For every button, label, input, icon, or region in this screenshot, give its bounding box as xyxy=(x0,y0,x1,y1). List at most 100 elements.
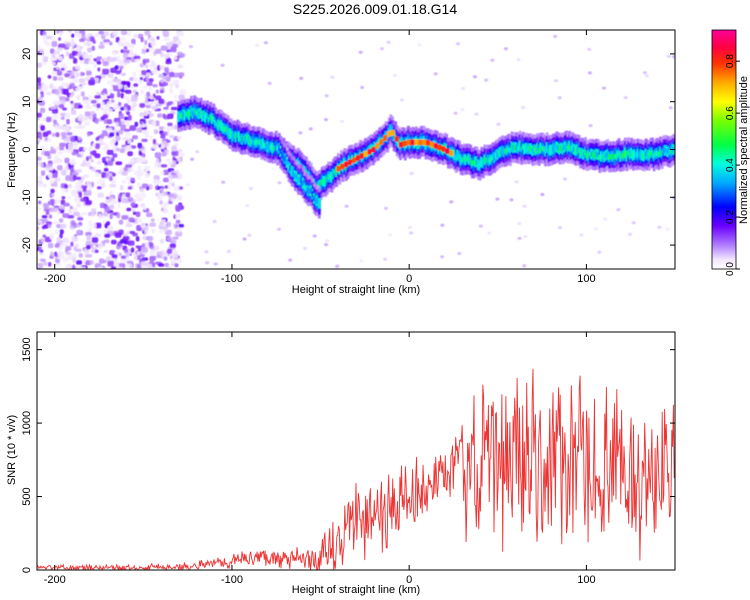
noise-cell xyxy=(140,222,146,228)
noise-cell xyxy=(123,84,128,91)
noise-cell xyxy=(150,63,157,69)
noise-cell xyxy=(137,80,143,84)
noise-cell xyxy=(126,98,131,104)
noise-cell xyxy=(83,146,87,151)
spectrogram-peak xyxy=(441,146,446,152)
spectrogram-peak xyxy=(383,135,388,141)
noise-cell xyxy=(177,64,183,69)
spectrogram-peak xyxy=(348,159,352,166)
noise-cell xyxy=(312,234,317,238)
noise-cell xyxy=(159,187,164,193)
noise-cell xyxy=(37,62,42,68)
noise-cell xyxy=(139,103,146,108)
noise-cell xyxy=(37,181,41,187)
noise-cell xyxy=(130,247,135,253)
noise-cell xyxy=(130,202,135,207)
noise-cell xyxy=(324,243,329,247)
spectrogram-cell xyxy=(649,150,653,156)
spectrogram-cell xyxy=(555,144,559,150)
spectrogram-cell xyxy=(458,153,461,159)
spectrogram-cell xyxy=(180,112,184,119)
noise-cell xyxy=(127,240,135,246)
noise-cell xyxy=(672,55,675,59)
noise-cell xyxy=(299,76,304,80)
noise-cell xyxy=(96,56,102,60)
noise-cell xyxy=(168,114,172,119)
spectrogram-cell xyxy=(561,146,565,152)
noise-cell xyxy=(131,38,136,45)
noise-cell xyxy=(171,160,176,166)
noise-cell xyxy=(124,121,130,127)
noise-cell xyxy=(60,132,67,137)
noise-cell xyxy=(87,60,95,65)
noise-cell xyxy=(185,183,190,187)
noise-cell xyxy=(127,139,132,144)
spectrogram-cell xyxy=(317,183,321,189)
noise-cell xyxy=(115,135,121,141)
spectrogram-cell xyxy=(201,113,205,119)
spectrogram-cell xyxy=(239,136,243,142)
noise-cell xyxy=(60,188,68,192)
noise-cell xyxy=(105,157,109,162)
noise-cell xyxy=(74,184,82,189)
noise-cell xyxy=(44,136,48,141)
spectrogram-cell xyxy=(569,145,573,152)
noise-cell xyxy=(220,63,225,67)
spectrogram-cell xyxy=(572,146,576,152)
spectrogram-cell xyxy=(655,150,659,156)
spectrogram-cell xyxy=(456,152,460,158)
noise-cell xyxy=(221,180,226,184)
noise-cell xyxy=(117,170,123,175)
snr-panel: -200 -100 0 100 0 500 1000 1500 Height of stra… xyxy=(6,331,676,596)
noise-cell xyxy=(40,258,46,262)
snr-x-tick-label: 0 xyxy=(406,574,412,586)
spectrogram-cell xyxy=(241,136,244,143)
noise-cell xyxy=(120,106,125,111)
spectrogram-cell xyxy=(260,141,264,148)
noise-cell xyxy=(105,103,110,108)
noise-cell xyxy=(557,96,562,100)
noise-cell xyxy=(171,239,177,244)
noise-cell xyxy=(120,49,125,54)
spectrogram-cell xyxy=(253,139,257,146)
noise-cell xyxy=(106,149,114,155)
noise-cell xyxy=(118,101,122,107)
noise-cell xyxy=(242,237,247,241)
spectrogram-cell xyxy=(289,165,292,171)
noise-cell xyxy=(115,122,119,128)
noise-cell xyxy=(178,223,184,228)
spectrogram-x-tick-label: -100 xyxy=(221,273,243,285)
spectrogram-cell xyxy=(316,198,320,204)
spectrogram-cell xyxy=(386,134,390,140)
noise-cell xyxy=(603,217,608,221)
noise-cell xyxy=(111,179,117,184)
noise-cell xyxy=(91,222,97,229)
spectrogram-cell xyxy=(472,160,476,166)
spectrogram-cell xyxy=(651,150,654,156)
spectrogram-cell xyxy=(207,116,211,123)
noise-cell xyxy=(146,212,153,218)
spectrogram-cell xyxy=(612,154,616,160)
snr-x-tick-label: 100 xyxy=(577,574,595,586)
snr-x-axis-label: Height of straight line (km) xyxy=(292,584,420,596)
colorbar-tick-label: 0.4 xyxy=(725,158,736,172)
noise-cell xyxy=(380,47,384,51)
noise-cell xyxy=(487,231,492,235)
noise-cell xyxy=(121,137,128,141)
spectrogram-y-tick-label: -10 xyxy=(21,189,33,205)
noise-cell xyxy=(588,124,593,128)
spectrogram-cell xyxy=(592,152,595,158)
spectrogram-cell xyxy=(493,155,496,161)
spectrogram-cell xyxy=(332,171,335,177)
spectrogram-cell xyxy=(523,146,527,152)
noise-cell xyxy=(176,157,182,162)
spectrogram-cell xyxy=(194,109,198,115)
noise-cell xyxy=(86,180,92,186)
spectrogram-cell xyxy=(670,148,673,154)
noise-cell xyxy=(101,215,105,219)
noise-cell xyxy=(133,33,140,38)
noise-cell xyxy=(129,168,134,172)
noise-cell xyxy=(166,221,172,227)
noise-cell xyxy=(66,256,71,261)
spectrogram-cell xyxy=(466,156,469,162)
